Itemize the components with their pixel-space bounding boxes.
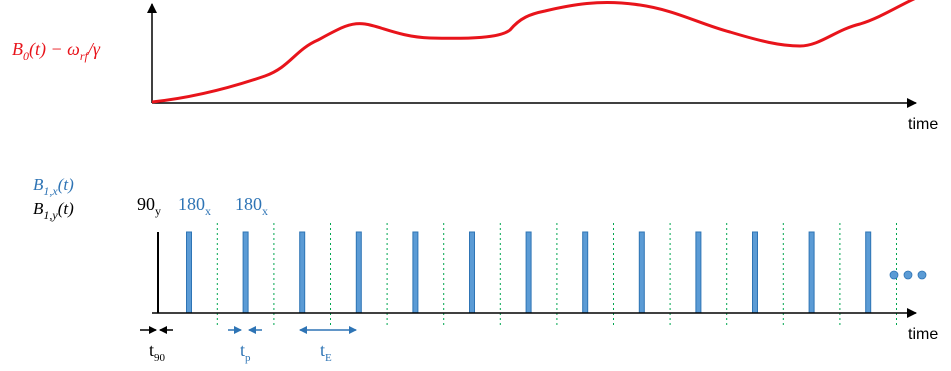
pulse-label-180x-2: 180x xyxy=(235,194,268,218)
echo-markers xyxy=(216,223,897,326)
interval-label-tp-main: t xyxy=(240,340,245,360)
pulse-label-90y-sub: y xyxy=(155,204,161,218)
pulse-180x xyxy=(808,231,815,314)
pulse-labels: 90y 180x 180x xyxy=(137,194,268,218)
pulses-180x xyxy=(186,231,872,314)
legend-b1x-t: (t) xyxy=(58,175,74,194)
pulse-180x xyxy=(355,231,362,314)
field-plot: B0(t) − ωrf/γ time xyxy=(12,0,938,133)
interval-label-t90-main: t xyxy=(149,340,154,360)
field-label-t: (t) − ω xyxy=(29,39,80,60)
legend-b1x-b: B xyxy=(33,175,44,194)
pulse-label-90y: 90y xyxy=(137,194,161,218)
interval-label-t90-sub: 90 xyxy=(154,352,166,364)
legend-b1y-b: B xyxy=(33,199,44,218)
interval-labels: t90 tp tE xyxy=(149,340,332,364)
interval-label-tp-sub: p xyxy=(245,352,251,364)
pulse-180x xyxy=(695,231,702,314)
field-y-label: B0(t) − ωrf/γ xyxy=(12,39,101,63)
field-label-rf: rf xyxy=(80,49,90,63)
pulse-180x xyxy=(186,231,192,314)
pulse-label-180x-1-main: 180 xyxy=(178,194,205,214)
continuation-dot xyxy=(889,270,899,280)
pulse-label-180x-2-main: 180 xyxy=(235,194,262,214)
continuation-dot xyxy=(917,270,927,280)
pulse-label-180x-1: 180x xyxy=(178,194,211,218)
pulse-180x xyxy=(638,231,645,314)
field-label-gamma: /γ xyxy=(87,39,101,59)
interval-label-te-main: t xyxy=(320,340,325,360)
pulse-180x xyxy=(412,231,419,314)
field-x-label: time xyxy=(908,116,938,133)
legend-b1x: B1,x(t) xyxy=(33,175,74,198)
field-label-sub0: 0 xyxy=(23,49,29,63)
pulse-180x xyxy=(242,231,249,314)
pulse-180x xyxy=(865,231,872,314)
legend-b1y: B1,y(t) xyxy=(33,199,74,222)
field-offset-curve xyxy=(151,0,916,104)
pulse-label-90y-main: 90 xyxy=(137,194,155,214)
legend-b1y-sub: 1,y xyxy=(43,208,58,222)
interval-label-t90: t90 xyxy=(149,340,166,364)
continuation-dots xyxy=(889,270,927,280)
rf-x-label: time xyxy=(908,326,938,343)
pulse-180x xyxy=(469,231,475,314)
rf-plot: B1,x(t) B1,y(t) 90y 180x 180x time t90 tp tE xyxy=(33,175,938,364)
continuation-dot xyxy=(903,270,913,280)
interval-label-te-sub: E xyxy=(325,352,332,364)
legend-b1x-sub: 1,x xyxy=(43,184,58,198)
pulse-180x xyxy=(299,231,306,314)
pulse-180x xyxy=(752,231,758,314)
interval-label-tp: tp xyxy=(240,340,251,364)
pulse-180x xyxy=(582,231,589,314)
pulse-180x xyxy=(525,231,532,314)
pulse-label-180x-2-sub: x xyxy=(262,204,268,218)
legend-b1y-t: (t) xyxy=(58,199,74,218)
field-label-b: B xyxy=(12,39,23,59)
pulse-label-180x-1-sub: x xyxy=(205,204,211,218)
interval-label-te: tE xyxy=(320,340,332,364)
